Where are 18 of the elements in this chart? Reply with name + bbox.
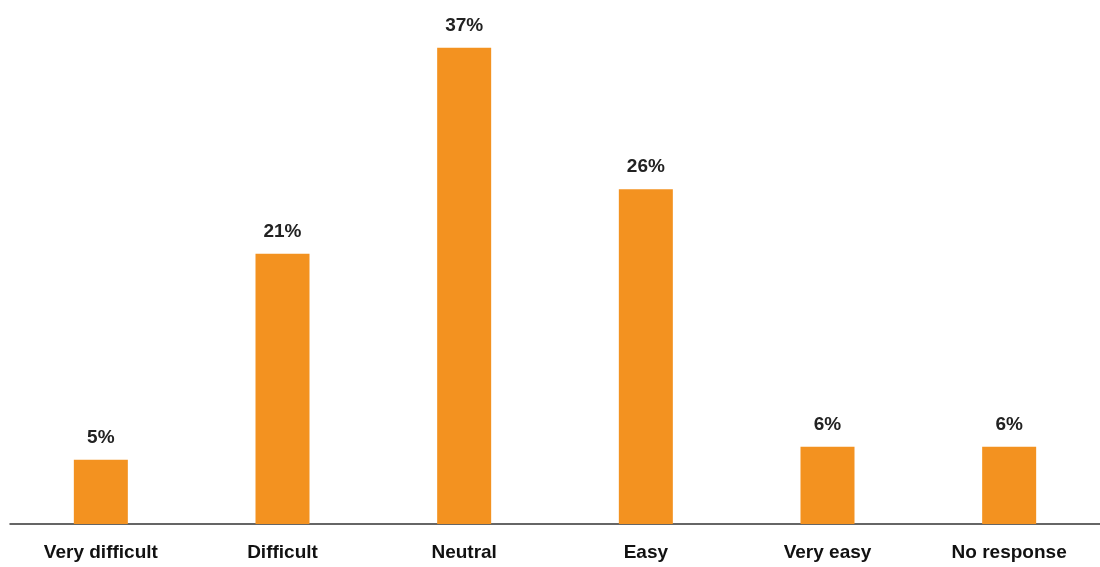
data-label: 26% [626, 155, 665, 177]
bar [255, 253, 310, 524]
bar [437, 47, 492, 524]
bar [800, 446, 855, 524]
data-label: 37% [445, 13, 484, 35]
bar [73, 459, 128, 524]
data-label: 6% [813, 412, 842, 434]
bar [618, 189, 673, 524]
data-label: 6% [995, 412, 1023, 434]
bar [982, 446, 1037, 524]
x-tick-label: Very difficult [43, 541, 159, 562]
x-tick-label: Neutral [431, 541, 497, 562]
data-label: 5% [87, 425, 115, 447]
data-label: 21% [263, 219, 302, 241]
x-tick-label: No response [951, 541, 1067, 562]
x-tick-label: Difficult [247, 541, 319, 562]
x-tick-label: Very easy [783, 541, 872, 562]
x-tick-label: Easy [623, 541, 669, 562]
